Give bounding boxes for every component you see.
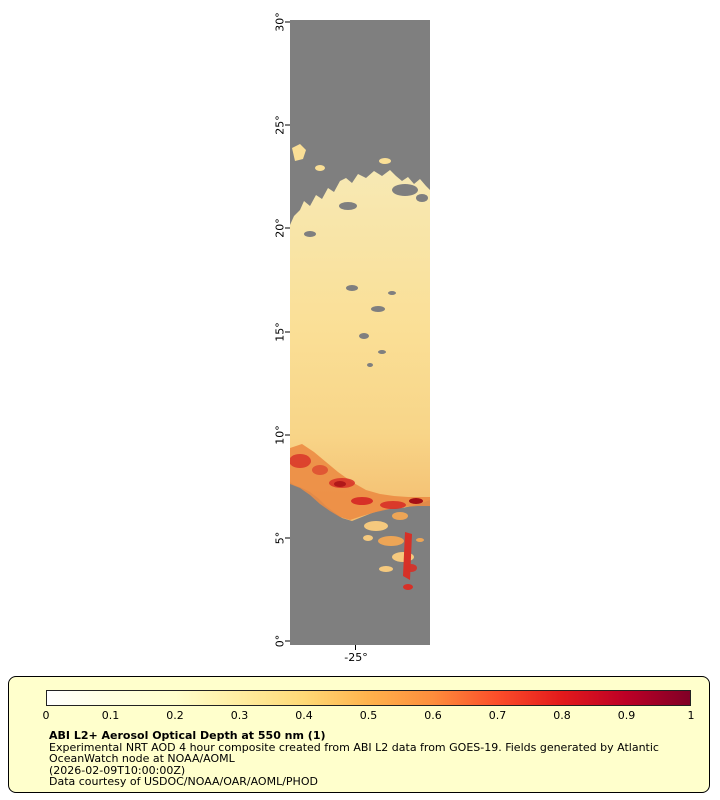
colorbar-tick-label: 0.5 xyxy=(359,709,378,722)
y-tick-label: 0° xyxy=(273,634,287,648)
x-axis-tick-mark xyxy=(355,645,356,650)
legend-credit: Data courtesy of USDOC/NOAA/OAR/AOML/PHO… xyxy=(49,775,318,789)
colorbar-tick-label: 0.6 xyxy=(424,709,442,722)
y-tick-mark xyxy=(285,331,290,332)
colorbar-tick-label: 0.3 xyxy=(230,709,249,722)
aod-field xyxy=(290,144,430,521)
legend-desc-line-1: Experimental NRT AOD 4 hour composite cr… xyxy=(49,740,659,754)
y-tick-mark xyxy=(285,434,290,436)
colorbar-tick-label: 0.2 xyxy=(166,709,184,722)
y-tick-label: 5° xyxy=(273,531,287,545)
colorbar-tick-label: 1 xyxy=(687,709,695,722)
aod-heatmap xyxy=(289,144,430,590)
plot-area xyxy=(289,20,430,645)
colorbar xyxy=(46,690,691,706)
colorbar-tick-labels: 0 0.1 0.2 0.3 0.4 0.5 0.6 0.7 0.8 0.9 1 xyxy=(42,709,695,724)
y-tick-mark xyxy=(285,124,290,126)
scattered-data-patches xyxy=(363,512,424,590)
y-tick-label: 15° xyxy=(273,321,287,342)
cloud-gaps xyxy=(304,184,428,367)
high-aod-band xyxy=(289,444,430,520)
legend-desc-line-2: OceanWatch node at NOAA/AOML xyxy=(49,752,235,766)
colorbar-tick-label: 0.1 xyxy=(101,709,120,722)
legend-timestamp: (2026-02-09T10:00:00Z) xyxy=(49,763,186,777)
colorbar-tick-label: 0 xyxy=(42,709,50,722)
colorbar-tick-label: 0.9 xyxy=(617,709,636,722)
y-tick-mark xyxy=(285,537,290,539)
y-axis-tick-marks xyxy=(285,21,290,642)
legend-title: ABI L2+ Aerosol Optical Depth at 550 nm … xyxy=(49,729,326,742)
y-tick-label: 10° xyxy=(273,424,287,445)
colorbar-tick-label: 0.8 xyxy=(553,709,571,722)
y-tick-mark xyxy=(285,21,290,23)
y-tick-label: 30° xyxy=(273,12,287,32)
x-tick-label: -25° xyxy=(344,651,368,664)
colorbar-tick-label: 0.7 xyxy=(488,709,507,722)
y-tick-mark xyxy=(285,640,290,642)
y-tick-label: 20° xyxy=(273,218,287,239)
legend-box: 0 0.1 0.2 0.3 0.4 0.5 0.6 0.7 0.8 0.9 1 … xyxy=(8,676,710,793)
colorbar-tick-label: 0.4 xyxy=(295,709,313,722)
y-tick-label: 25° xyxy=(273,115,287,135)
y-tick-mark xyxy=(285,227,290,229)
colorbar-gradient xyxy=(47,691,690,705)
legend-text: ABI L2+ Aerosol Optical Depth at 550 nm … xyxy=(49,730,691,788)
